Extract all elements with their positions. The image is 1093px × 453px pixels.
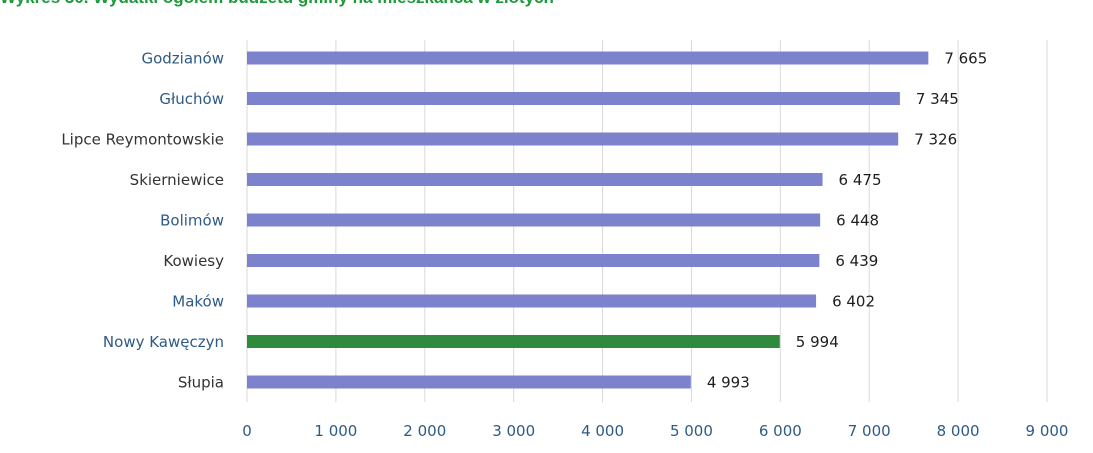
bar bbox=[247, 173, 823, 186]
x-tick-label: 9 000 bbox=[1026, 422, 1069, 440]
category-label: Maków bbox=[172, 293, 224, 311]
chart-title: Wykres 30. Wydatki ogółem budżetu gminy … bbox=[0, 0, 1093, 10]
category-label: Bolimów bbox=[160, 212, 224, 230]
x-tick-label: 2 000 bbox=[403, 422, 446, 440]
category-labels: Godzianów Głuchów Lipce Reymontowskie Skier… bbox=[61, 50, 224, 392]
value-label: 6 439 bbox=[835, 252, 878, 270]
x-tick-label: 1 000 bbox=[314, 422, 357, 440]
bar bbox=[247, 51, 929, 65]
value-label: 4 993 bbox=[707, 374, 750, 392]
category-label: Słupia bbox=[178, 374, 224, 392]
category-label: Kowiesy bbox=[163, 252, 224, 270]
category-label: Skierniewice bbox=[130, 171, 224, 189]
x-tick-label: 6 000 bbox=[759, 422, 802, 440]
x-axis-tick-labels: 0 1 000 2 000 3 000 4 000 5 000 6 000 7 000 8 00… bbox=[242, 422, 1068, 440]
bars bbox=[247, 51, 929, 389]
x-tick-label: 4 000 bbox=[581, 422, 624, 440]
bar bbox=[247, 254, 820, 267]
x-tick-label: 3 000 bbox=[492, 422, 535, 440]
category-label: Godzianów bbox=[141, 50, 224, 68]
category-label: Nowy Kawęczyn bbox=[103, 333, 224, 351]
category-label: Głuchów bbox=[159, 90, 224, 108]
bar-highlight bbox=[247, 335, 780, 348]
value-label: 5 994 bbox=[796, 333, 839, 351]
bar bbox=[247, 92, 900, 105]
bar bbox=[247, 375, 691, 389]
x-tick-label: 7 000 bbox=[848, 422, 891, 440]
value-label: 7 665 bbox=[944, 50, 987, 68]
value-label: 6 475 bbox=[839, 171, 882, 189]
x-tick-label: 0 bbox=[242, 422, 252, 440]
value-label: 6 402 bbox=[832, 293, 875, 311]
value-label: 7 326 bbox=[914, 131, 957, 149]
value-label: 6 448 bbox=[836, 212, 879, 230]
bar bbox=[247, 132, 899, 146]
x-tick-label: 5 000 bbox=[670, 422, 713, 440]
value-label: 7 345 bbox=[916, 90, 959, 108]
x-tick-label: 8 000 bbox=[937, 422, 980, 440]
bar bbox=[247, 213, 821, 227]
category-label: Lipce Reymontowskie bbox=[61, 131, 224, 149]
bar bbox=[247, 294, 817, 308]
value-labels: 7 665 7 345 7 326 6 475 6 448 6 439 6 402 5 994… bbox=[707, 50, 987, 392]
